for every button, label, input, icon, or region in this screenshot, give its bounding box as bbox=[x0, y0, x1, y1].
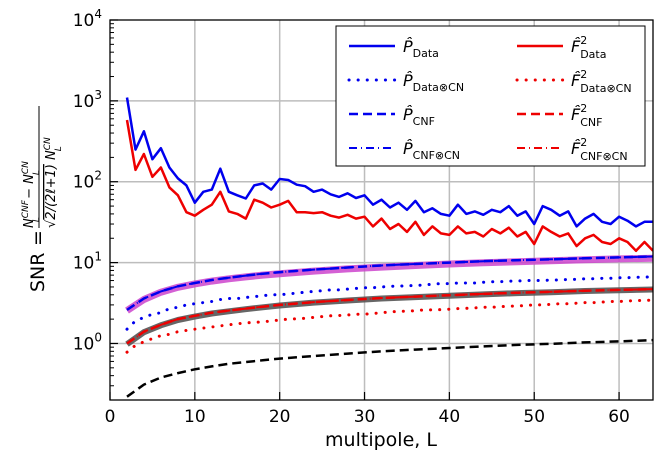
series-line bbox=[125, 298, 653, 354]
y-tick-label: 102 bbox=[73, 169, 102, 193]
y-axis-numerator: NCNFL − NCNL bbox=[21, 161, 42, 228]
series-line bbox=[126, 255, 653, 311]
y-tick-label: 103 bbox=[73, 88, 102, 112]
x-tick-label: 0 bbox=[105, 407, 116, 427]
y-axis-denominator: √2/(2ℓ+1) NCNL bbox=[43, 137, 64, 228]
legend-box bbox=[335, 25, 646, 167]
series-line bbox=[126, 255, 653, 311]
y-axis-label-group: SNR = NCNFL − NCNL √2/(2ℓ+1) NCNL bbox=[21, 106, 64, 292]
series-line bbox=[126, 338, 653, 398]
series-layer bbox=[125, 97, 653, 398]
x-tick-label: 50 bbox=[523, 407, 545, 427]
x-tick-label: 60 bbox=[608, 407, 630, 427]
ticks: 0 10 20 30 40 50 60 100 101 102 103 104 bbox=[73, 7, 630, 427]
x-tick-label: 10 bbox=[184, 407, 206, 427]
series-line bbox=[125, 97, 653, 228]
series-line bbox=[125, 119, 653, 253]
x-tick-label: 30 bbox=[354, 407, 376, 427]
x-tick-label: 20 bbox=[269, 407, 291, 427]
x-tick-label: 40 bbox=[439, 407, 461, 427]
series-line bbox=[126, 288, 653, 345]
y-tick-label: 100 bbox=[73, 330, 102, 354]
y-tick-label: 104 bbox=[73, 7, 102, 31]
y-axis-eq-sign: = bbox=[27, 230, 49, 246]
x-axis-label: multipole, L bbox=[325, 429, 437, 451]
plot-frame bbox=[109, 19, 654, 401]
y-axis-label: SNR bbox=[27, 253, 49, 292]
series-line bbox=[125, 275, 653, 331]
y-tick-label: 101 bbox=[73, 250, 102, 274]
